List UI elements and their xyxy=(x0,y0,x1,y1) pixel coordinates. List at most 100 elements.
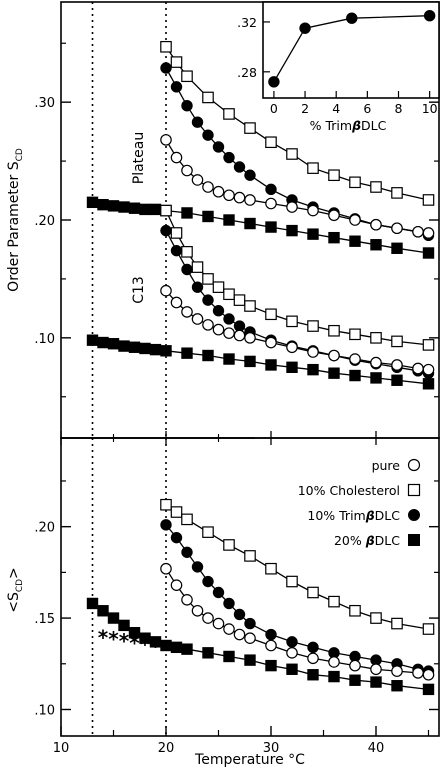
top-series-2-point xyxy=(307,204,319,217)
top-series-6-point xyxy=(422,363,435,376)
top-series-6-point xyxy=(370,356,382,369)
bottom-series-1-point xyxy=(286,636,298,648)
top-y-tick-label: .20 xyxy=(34,214,55,229)
top-series-3-point xyxy=(128,202,141,214)
bottom-series-4-point: * xyxy=(119,629,130,653)
top-series-6-point xyxy=(223,327,235,339)
x-axis-title: Temperature °C xyxy=(194,752,305,768)
top-series-5-point xyxy=(202,294,214,306)
top-series-4-point xyxy=(191,261,204,273)
inset-x-tick-label: 2 xyxy=(301,101,309,116)
bottom-series-3-point xyxy=(307,669,319,681)
top-series-7-point xyxy=(349,369,361,382)
bottom-series-2-point xyxy=(244,632,256,644)
top-series-1-point xyxy=(191,116,204,128)
bottom-series-0-point xyxy=(265,562,277,575)
top-series-2-point xyxy=(286,201,298,213)
bottom-series-1-point xyxy=(202,575,214,588)
top-series-0-point xyxy=(349,176,361,189)
legend-text-part: pure xyxy=(372,458,401,473)
inset-x-tick-label: 0 xyxy=(270,101,278,116)
top-series-3-point xyxy=(86,196,99,209)
top-series-6-point xyxy=(170,296,183,309)
top-series-4-point xyxy=(170,227,183,239)
top-series-2-point xyxy=(412,225,424,238)
bottom-series-1-point xyxy=(191,561,204,573)
bottom-series-0-point xyxy=(349,604,361,617)
bottom-series-2-point xyxy=(328,656,340,668)
bottom-series-1-point xyxy=(160,519,172,531)
bottom-series-0-point xyxy=(370,612,382,624)
bottom-series-4-point: * xyxy=(98,625,109,649)
top-series-1-point xyxy=(212,141,225,153)
legend-item-label: pure xyxy=(372,458,401,473)
top-series-3-point xyxy=(97,198,109,211)
bottom-x-tick-label: 20 xyxy=(158,741,175,756)
top-series-6-point xyxy=(191,313,204,325)
bottom-series-2-point xyxy=(307,652,319,665)
top-series-0-point xyxy=(422,194,435,206)
top-series-0-point xyxy=(286,148,298,160)
bottom-series-0-point xyxy=(202,526,214,538)
top-series-3-point xyxy=(265,221,277,233)
top-series-4-point xyxy=(212,281,225,293)
bottom-series-4-point: * xyxy=(129,631,140,655)
top-series-1-point xyxy=(233,161,246,173)
inset-x-axis-title: % TrimβDLC xyxy=(310,118,387,133)
bottom-series-3-point xyxy=(181,643,193,655)
bottom-x-tick-label: 30 xyxy=(263,741,280,756)
top-y-tick-label: .10 xyxy=(34,332,55,347)
legend-marker xyxy=(407,458,421,472)
bottom-series-3-point xyxy=(118,619,130,632)
bottom-series-3-point xyxy=(244,654,256,666)
legend-beta: β xyxy=(365,533,375,548)
bottom-series-2-point xyxy=(181,593,193,606)
bottom-series-2-point xyxy=(160,562,172,575)
top-series-2-point xyxy=(170,151,183,164)
bottom-series-2-point xyxy=(391,665,403,677)
top-series-6-point xyxy=(244,332,256,344)
bottom-series-3-point xyxy=(170,641,183,654)
top-series-0-point xyxy=(328,169,340,182)
top-series-0-point xyxy=(265,136,277,149)
top-series-2-point xyxy=(223,189,235,202)
bottom-series-2-point xyxy=(223,623,235,635)
top-series-6-point xyxy=(391,359,403,371)
top-series-2-point xyxy=(328,209,340,222)
top-series-1-point xyxy=(244,169,256,181)
top-series-3-point xyxy=(370,239,382,251)
legend-item-label: 10% TrimβDLC xyxy=(307,508,400,523)
top-series-5-point xyxy=(191,281,204,293)
top-series-4-point xyxy=(286,315,298,328)
bottom-series-3-point xyxy=(223,650,235,663)
bottom-series-1-point xyxy=(212,586,225,599)
bottom-series-1-point xyxy=(223,597,235,610)
top-series-7-point xyxy=(149,343,162,356)
bottom-series-3-point xyxy=(422,683,435,696)
top-series-6-point xyxy=(202,319,214,331)
top-series-2-point xyxy=(265,197,277,210)
bottom-series-0-point xyxy=(244,550,256,562)
bottom-series-0-point xyxy=(307,586,319,599)
top-series-7-point xyxy=(391,374,403,386)
top-series-6-point xyxy=(286,341,298,354)
top-series-6-point xyxy=(233,329,246,342)
top-series-0-point xyxy=(370,181,382,193)
bottom-series-3-point xyxy=(107,612,120,624)
top-series-4-point xyxy=(244,300,256,312)
top-series-1-point xyxy=(202,129,214,141)
bottom-series-3-point xyxy=(265,659,277,672)
top-series-4-point xyxy=(328,324,340,337)
top-series-0-point xyxy=(391,187,403,199)
top-series-5-point xyxy=(223,313,235,325)
top-series-3-point xyxy=(422,247,435,259)
top-series-6-point xyxy=(212,323,225,336)
bottom-series-2-point xyxy=(265,639,277,652)
bottom-y-tick-label: .15 xyxy=(34,612,55,627)
top-series-0-point xyxy=(244,122,256,134)
top-series-7-point xyxy=(328,367,340,379)
top-series-7-point xyxy=(107,338,120,350)
top-series-5-point xyxy=(181,263,193,276)
